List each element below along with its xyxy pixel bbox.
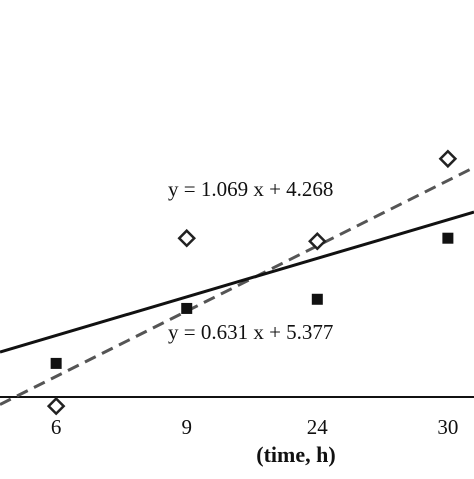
diamond-marker [308,231,327,251]
square-marker [50,357,62,369]
diamond-marker [438,149,458,169]
trendline-equation-1: y = 1.069 x + 4.268 [168,177,333,201]
trendline-equation-2: y = 0.631 x + 5.377 [168,320,333,344]
x-tick-label: 6 [51,415,62,439]
x-tick-label: 9 [181,415,192,439]
x-tick-label: 24 [307,415,329,439]
square-marker [442,232,454,244]
data-points [46,149,458,416]
diamond-marker [177,228,196,248]
x-tick-labels: 6 9 24 30 [51,415,458,439]
x-tick-label: 30 [437,415,458,439]
trendline-2 [0,210,474,354]
diamond-marker [46,396,66,416]
square-marker [311,293,323,305]
x-axis-title: (time, h) [256,442,335,467]
square-marker [181,302,193,314]
trendlines [0,166,474,406]
trendline-1 [0,166,474,406]
